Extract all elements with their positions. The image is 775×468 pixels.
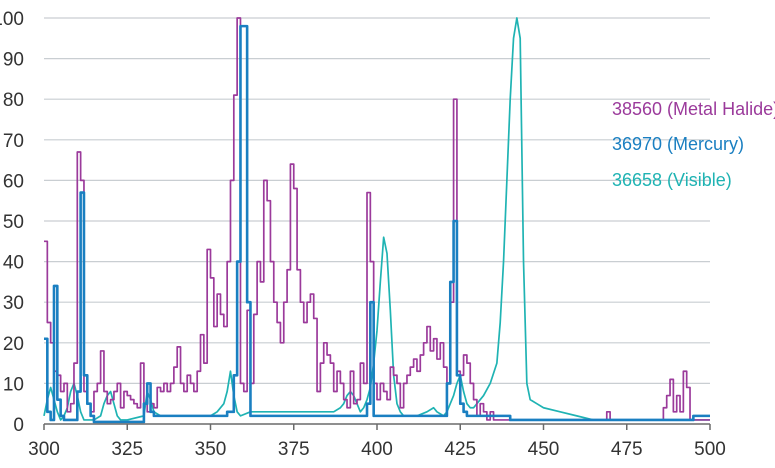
- y-tick-label: 20: [3, 334, 24, 355]
- x-tick-label: 450: [528, 439, 560, 460]
- legend: 38560 (Metal Halide) 36970 (Mercury) 36658…: [612, 99, 775, 190]
- grid-lines: [44, 17, 710, 384]
- y-tick-label: 60: [3, 171, 24, 192]
- series-lines: [43, 17, 710, 424]
- x-tick-label: 500: [694, 439, 726, 460]
- x-tick-label: 375: [278, 439, 310, 460]
- legend-entry: 36658 (Visible): [612, 170, 732, 190]
- y-axis: 0 10 20 30 40 50 60 70 80 90 100: [0, 9, 24, 436]
- y-tick-label: 100: [0, 9, 24, 30]
- series-line-36970-mercury-: [44, 24, 710, 424]
- x-tick-label: 475: [611, 439, 643, 460]
- x-tick-label: 425: [444, 439, 476, 460]
- y-tick-label: 50: [3, 212, 24, 233]
- y-tick-label: 10: [3, 374, 24, 395]
- series-line-38560-metal-halide-: [44, 17, 710, 421]
- y-tick-label: 40: [3, 253, 24, 274]
- x-axis: 300 325 350 375 400 425 450 475 500: [28, 424, 726, 460]
- y-tick-label: 90: [3, 50, 24, 71]
- y-tick-label: 30: [3, 293, 24, 314]
- y-tick-label: 80: [3, 90, 24, 111]
- y-tick-label: 0: [13, 415, 24, 436]
- x-tick-label: 400: [361, 439, 393, 460]
- x-tick-label: 300: [28, 439, 60, 460]
- series-line-36658-visible-: [43, 17, 710, 421]
- x-tick-label: 325: [111, 439, 143, 460]
- legend-entry: 38560 (Metal Halide): [612, 99, 775, 119]
- x-tick-label: 350: [195, 439, 227, 460]
- y-tick-label: 70: [3, 131, 24, 152]
- legend-entry: 36970 (Mercury): [612, 134, 744, 154]
